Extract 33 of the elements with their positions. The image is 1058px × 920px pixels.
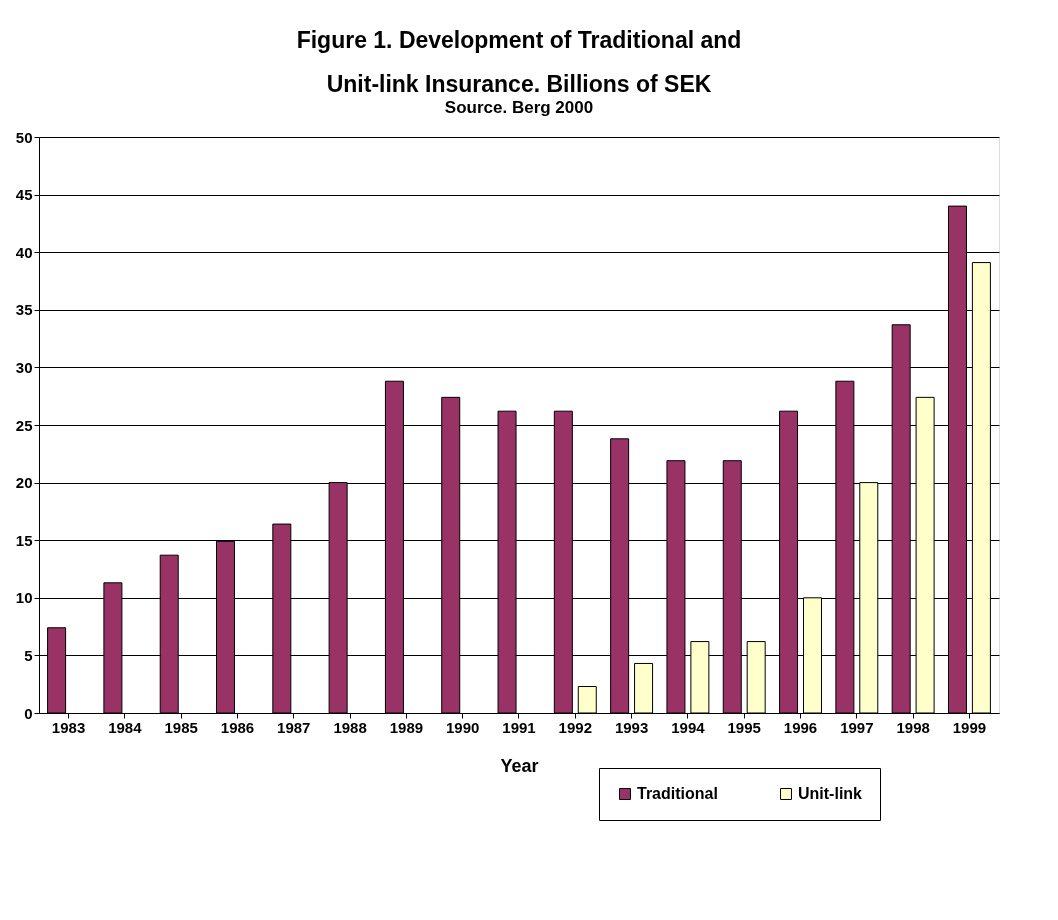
x-tick-label: 1998 bbox=[896, 718, 930, 736]
y-tick-label: 15 bbox=[15, 531, 33, 549]
x-tick-label: 1983 bbox=[51, 718, 86, 736]
x-tick-label: 1996 bbox=[783, 718, 818, 736]
y-tick-label: 5 bbox=[24, 646, 33, 664]
x-tick-label: 1987 bbox=[277, 718, 311, 736]
y-tick-label: 0 bbox=[24, 704, 33, 722]
x-tick-label: 1994 bbox=[671, 718, 706, 736]
x-tick-label: 1992 bbox=[558, 718, 592, 736]
y-tick-label: 30 bbox=[15, 358, 33, 376]
y-tick-label: 10 bbox=[15, 589, 33, 607]
x-tick-label: 1997 bbox=[840, 718, 874, 736]
x-tick-label: 1984 bbox=[108, 718, 143, 736]
y-tick-label: 25 bbox=[15, 416, 33, 434]
x-tick-label: 1993 bbox=[614, 718, 649, 736]
x-tick-label: 1988 bbox=[333, 718, 367, 736]
x-tick-label: 1986 bbox=[220, 718, 255, 736]
chart-title: Figure 1. Development of Traditional and Unit-link Insurance. Billions of SEK bbox=[296, 27, 742, 97]
chart-subtitle: Source. Berg 2000 bbox=[444, 98, 594, 117]
y-tick-label: 20 bbox=[15, 474, 33, 492]
y-tick-label: 50 bbox=[15, 128, 33, 146]
x-tick-label: 1990 bbox=[446, 718, 480, 736]
x-axis-title: Year bbox=[500, 755, 539, 776]
x-tick-label: 1989 bbox=[389, 718, 424, 736]
x-tick-label: 1985 bbox=[164, 718, 198, 736]
x-tick-label: 1991 bbox=[502, 718, 536, 736]
x-tick-label: 1995 bbox=[727, 718, 761, 736]
y-tick-label: 45 bbox=[15, 186, 33, 204]
legend-label: Unit-link bbox=[798, 785, 863, 802]
y-tick-label: 35 bbox=[15, 301, 33, 319]
legend-label: Traditional bbox=[637, 785, 718, 802]
y-tick-label: 40 bbox=[15, 243, 33, 261]
x-tick-label: 1999 bbox=[952, 718, 987, 736]
